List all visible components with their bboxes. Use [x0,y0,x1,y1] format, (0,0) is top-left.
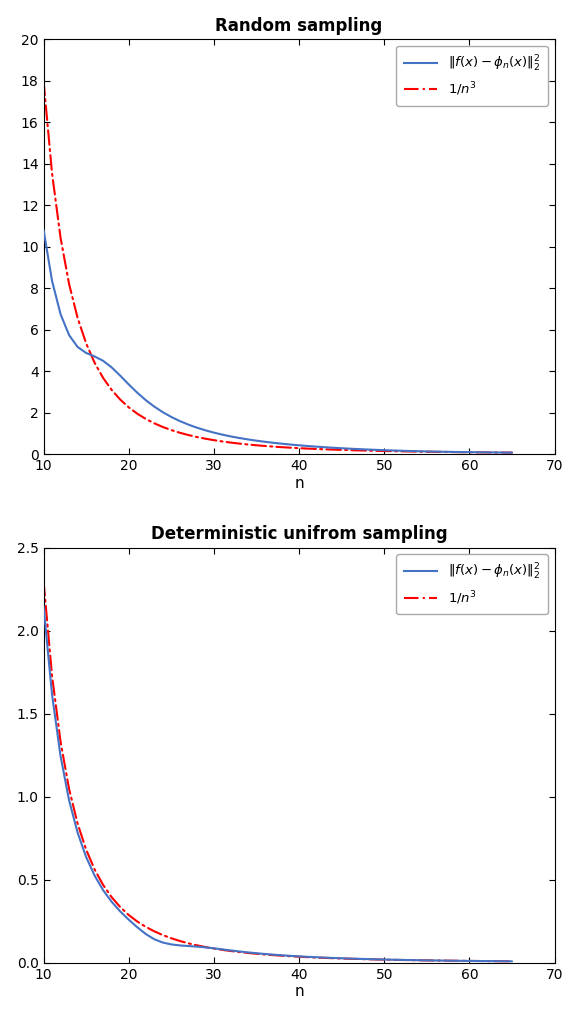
Legend: $\Vert f(x) - \phi_n(x)\Vert_2^2$, $1/n^3$: $\Vert f(x) - \phi_n(x)\Vert_2^2$, $1/n^… [396,555,548,615]
X-axis label: n: n [294,985,304,1000]
Title: Random sampling: Random sampling [215,16,383,35]
Title: Deterministic unifrom sampling: Deterministic unifrom sampling [151,525,447,544]
X-axis label: n: n [294,475,304,491]
Legend: $\Vert f(x) - \phi_n(x)\Vert_2^2$, $1/n^3$: $\Vert f(x) - \phi_n(x)\Vert_2^2$, $1/n^… [396,46,548,106]
